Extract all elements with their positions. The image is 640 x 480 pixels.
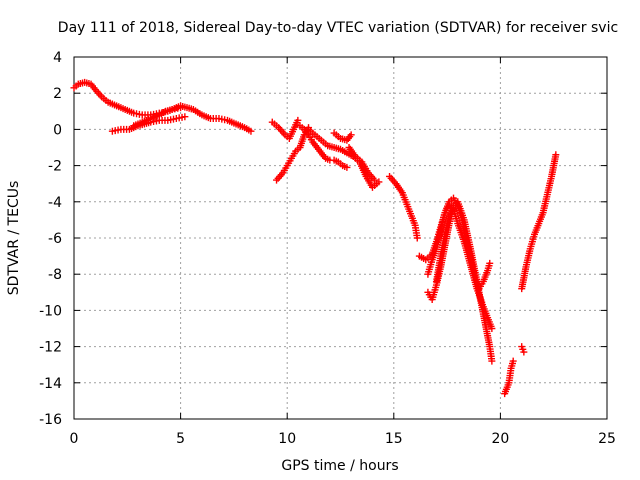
y-axis-label: SDTVAR / TECUs bbox=[6, 181, 22, 296]
y-tick-label: -12 bbox=[39, 340, 62, 356]
y-tick-label: 0 bbox=[53, 122, 62, 138]
y-tick-label: -4 bbox=[48, 195, 62, 211]
data-point bbox=[375, 178, 383, 186]
x-tick-label: 15 bbox=[385, 431, 403, 447]
data-point bbox=[371, 176, 379, 184]
data-point bbox=[520, 348, 528, 356]
data-point bbox=[413, 234, 421, 242]
data-point bbox=[488, 357, 496, 365]
y-tick-label: -16 bbox=[39, 412, 62, 428]
y-tick-label: -14 bbox=[39, 376, 62, 392]
y-tick-label: -8 bbox=[48, 267, 62, 283]
x-tick-label: 20 bbox=[491, 431, 509, 447]
data-point bbox=[449, 205, 457, 213]
data-point bbox=[294, 116, 302, 124]
data-point bbox=[486, 259, 494, 267]
x-axis-label: GPS time / hours bbox=[281, 458, 398, 474]
data-point bbox=[247, 127, 255, 135]
x-tick-label: 25 bbox=[598, 431, 616, 447]
y-tick-label: -10 bbox=[39, 303, 62, 319]
y-tick-label: -6 bbox=[48, 231, 62, 247]
y-tick-label: 2 bbox=[53, 86, 62, 102]
data-series bbox=[70, 78, 560, 398]
data-point bbox=[343, 163, 351, 171]
data-point bbox=[552, 151, 560, 159]
chart-title: Day 111 of 2018, Sidereal Day-to-day VTE… bbox=[58, 20, 618, 36]
x-tick-label: 5 bbox=[176, 431, 185, 447]
x-tick-label: 0 bbox=[70, 431, 79, 447]
data-point bbox=[347, 131, 355, 139]
data-point bbox=[488, 325, 496, 332]
data-point bbox=[181, 113, 189, 121]
y-tick-label: -2 bbox=[48, 159, 62, 175]
x-tick-label: 10 bbox=[278, 431, 296, 447]
y-tick-label: 4 bbox=[53, 50, 62, 66]
data-point bbox=[509, 357, 517, 365]
data-point bbox=[177, 104, 185, 112]
